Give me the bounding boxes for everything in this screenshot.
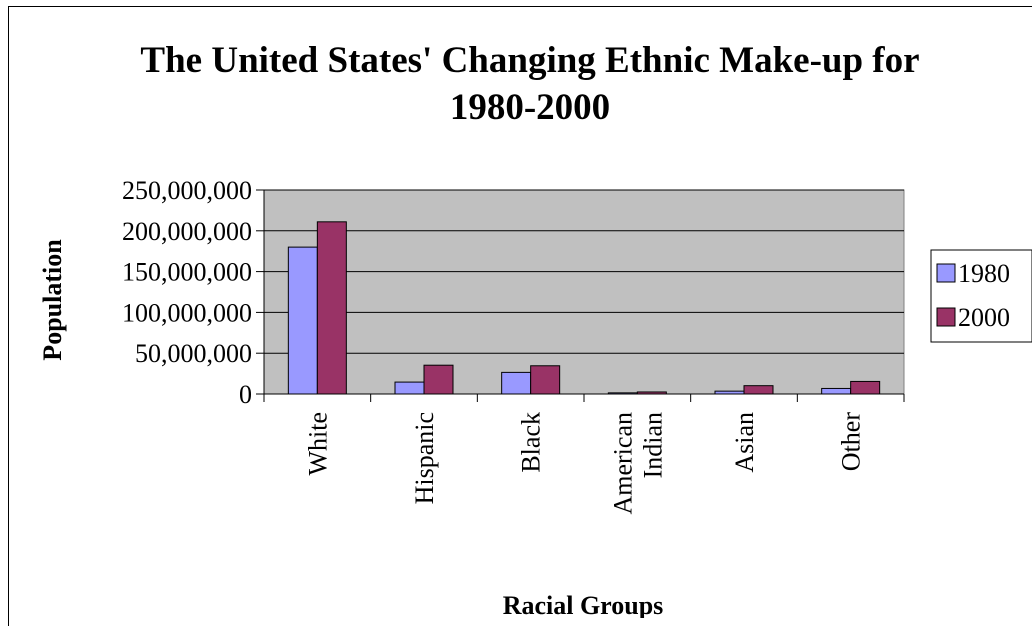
category-label-4: Asian — [730, 412, 759, 473]
category-label-3: Indian — [638, 412, 667, 478]
bar-2000-4 — [743, 385, 774, 395]
legend-swatch-2000 — [936, 307, 956, 327]
bar-2000-2 — [530, 365, 561, 395]
plot-area — [263, 189, 905, 395]
category-labels: White Hispanic Black American Indian Asian Oth… — [303, 412, 865, 515]
y-tick-label: 50,000,000 — [135, 339, 252, 368]
y-tick-label: 200,000,000 — [122, 217, 252, 246]
grid-lines — [264, 189, 904, 354]
category-label-5: Other — [837, 412, 866, 472]
x-axis-title: Racial Groups — [503, 591, 664, 618]
y-tick-label: 150,000,000 — [122, 258, 252, 287]
legend-label-2000: 2000 — [958, 303, 1010, 332]
legend-swatch-1980 — [936, 263, 956, 283]
chart-frame — [8, 6, 1032, 626]
bar-1980-2 — [501, 371, 532, 395]
chart-title-line-2: 1980-2000 — [450, 87, 610, 128]
bar-1980-0 — [287, 246, 318, 395]
y-tick-label: 100,000,000 — [122, 298, 252, 327]
chart-title-line-1: The United States' Changing Ethnic Make-… — [140, 40, 919, 81]
bar-1980-1 — [394, 381, 425, 395]
bars — [287, 221, 881, 395]
y-tick-label: 250,000,000 — [122, 176, 252, 205]
category-label-2: Black — [517, 412, 546, 473]
y-axis-ticks: 0 50,000,000 100,000,000 150,000,000 200,000… — [122, 176, 265, 409]
category-label-1: Hispanic — [410, 412, 439, 504]
legend: 1980 2000 — [930, 249, 1032, 343]
bar-2000-5 — [850, 380, 881, 395]
legend-label-1980: 1980 — [958, 259, 1010, 288]
category-label-3: American — [608, 412, 637, 515]
bar-2000-0 — [316, 221, 347, 395]
bar-1980-5 — [821, 387, 852, 395]
y-axis-title: Population — [38, 239, 67, 361]
category-label-0: White — [303, 412, 332, 476]
bar-2000-1 — [423, 364, 454, 395]
x-axis-ticks — [263, 394, 905, 402]
y-tick-label: 0 — [239, 380, 252, 409]
